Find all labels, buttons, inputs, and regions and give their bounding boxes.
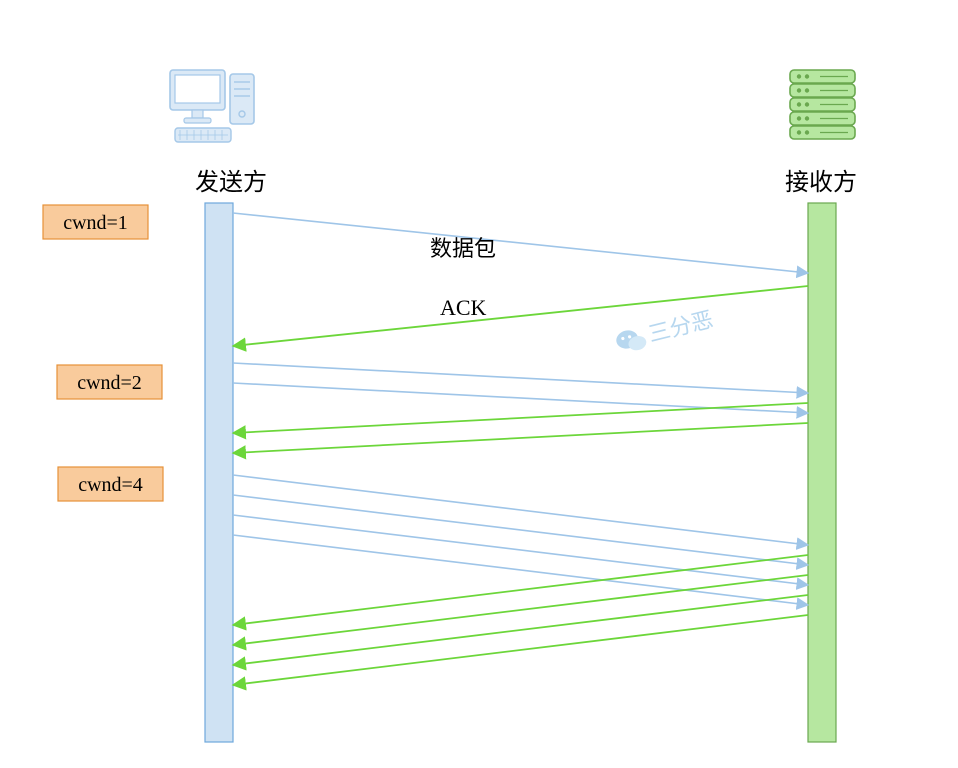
cwnd-box: cwnd=1 xyxy=(43,205,148,239)
cwnd-label: cwnd=2 xyxy=(77,372,142,394)
ack-arrow xyxy=(233,286,808,346)
receiver-lifeline xyxy=(808,203,836,742)
watermark: 三分恶 xyxy=(614,307,716,355)
cwnd-label: cwnd=4 xyxy=(78,474,143,496)
cwnd-box: cwnd=2 xyxy=(57,365,162,399)
data-packet-arrow xyxy=(233,363,808,393)
sender-computer-icon xyxy=(170,70,254,142)
ack-arrow xyxy=(233,615,808,685)
ack-arrow xyxy=(233,555,808,625)
ack-arrow xyxy=(233,423,808,453)
data-packet-arrow xyxy=(233,383,808,413)
receiver-server-icon xyxy=(790,70,855,139)
ack-label: ACK xyxy=(440,295,487,320)
watermark-text: 三分恶 xyxy=(646,307,716,347)
receiver-label: 接收方 xyxy=(785,169,857,196)
data-packet-arrow xyxy=(233,213,808,273)
ack-arrow xyxy=(233,575,808,645)
sender-lifeline xyxy=(205,203,233,742)
cwnd-box: cwnd=4 xyxy=(58,467,163,501)
cwnd-label: cwnd=1 xyxy=(63,212,128,234)
data-packet-arrow xyxy=(233,535,808,605)
ack-arrow xyxy=(233,403,808,433)
sender-label: 发送方 xyxy=(195,169,267,196)
data-packet-arrow xyxy=(233,515,808,585)
wechat-icon xyxy=(614,326,647,354)
data-packet-arrow xyxy=(233,475,808,545)
packet-label: 数据包 xyxy=(430,236,496,261)
data-packet-arrow xyxy=(233,495,808,565)
ack-arrow xyxy=(233,595,808,665)
